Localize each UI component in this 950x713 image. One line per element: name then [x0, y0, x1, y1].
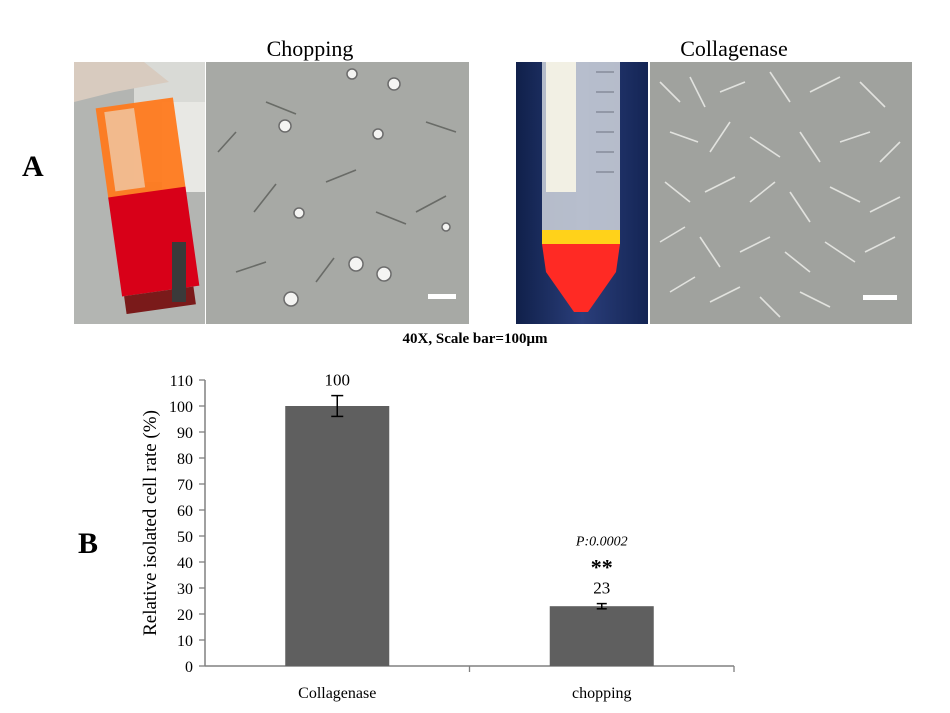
y-axis-label: Relative isolated cell rate (%) — [140, 410, 161, 636]
category-label-chopping: chopping — [572, 685, 632, 702]
y-tick-label: 0 — [185, 659, 193, 676]
chopping-title: Chopping — [266, 36, 354, 61]
y-tick-label: 90 — [177, 425, 193, 442]
y-tick-label: 30 — [177, 581, 193, 598]
y-tick-label: 60 — [177, 503, 193, 520]
chopping-tube-photo — [74, 62, 205, 324]
bar-chopping — [549, 606, 654, 666]
panel-a-letter: A — [22, 150, 44, 183]
data-label-collagenase: 100 — [325, 371, 351, 390]
category-label-collagenase: Collagenase — [298, 685, 376, 702]
y-tick-label: 80 — [177, 451, 193, 468]
y-tick-label: 110 — [170, 373, 193, 390]
collagenase-title: Collagenase — [680, 36, 788, 61]
y-tick-label: 50 — [177, 529, 193, 546]
y-tick-label: 100 — [169, 399, 193, 416]
chopping-micrograph — [206, 62, 469, 324]
y-tick-label: 40 — [177, 555, 193, 572]
significance-marker: ** — [591, 555, 613, 580]
panel-b-letter: B — [78, 527, 99, 560]
data-label-chopping: 23 — [593, 579, 610, 598]
p-value-annotation: P:0.0002 — [575, 535, 628, 550]
y-tick-label: 10 — [177, 633, 193, 650]
y-tick-label: 20 — [177, 607, 193, 624]
magnification-caption: 40X, Scale bar=100μm — [402, 331, 548, 347]
bar-collagenase — [285, 406, 390, 666]
collagenase-micrograph — [650, 62, 912, 324]
collagenase-tube-photo — [516, 62, 648, 324]
y-tick-label: 70 — [177, 477, 193, 494]
